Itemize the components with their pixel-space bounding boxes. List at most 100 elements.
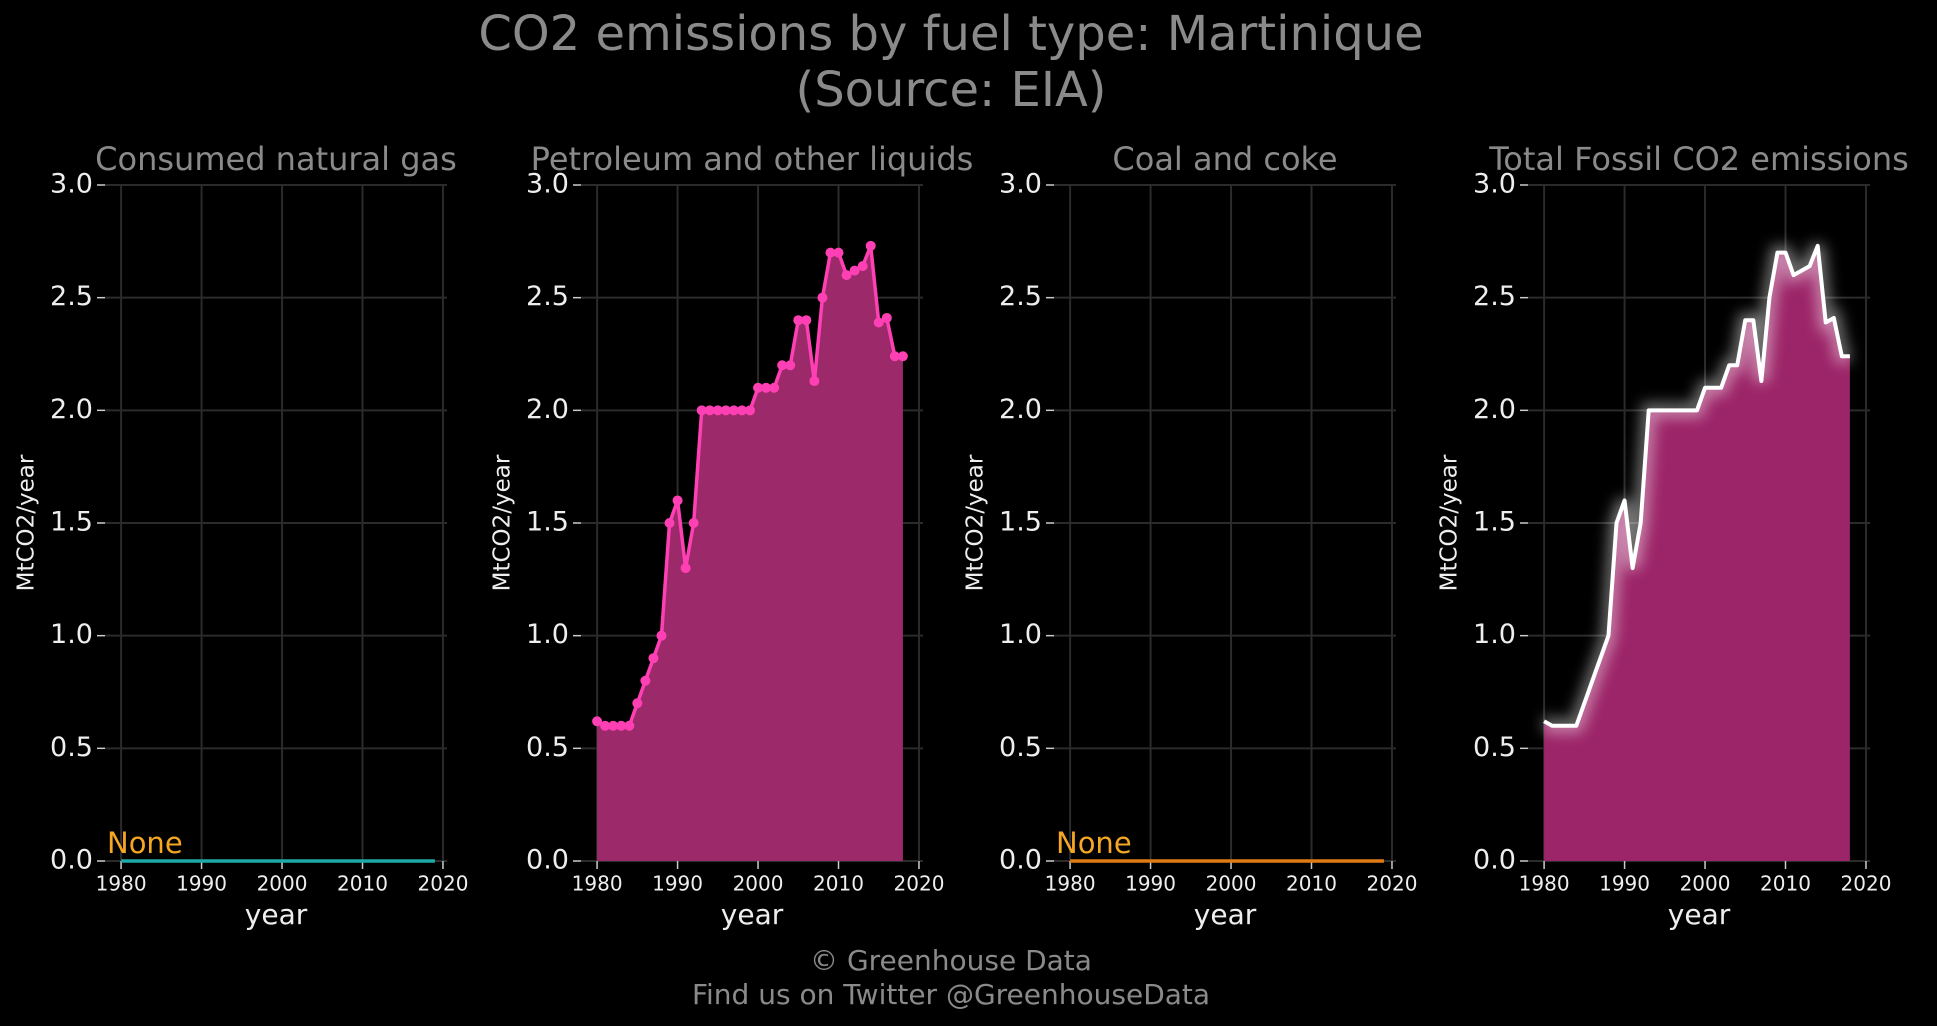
point [656,630,667,641]
y-tick-label: 2.5 [999,281,1042,312]
y-tick-label: 1.0 [1473,619,1516,650]
y-tick-label: 2.5 [50,281,93,312]
area [597,245,903,862]
point [648,653,659,664]
y-tick-label: 3.0 [999,169,1042,200]
point [833,247,844,258]
x-axis-label: year [1668,898,1731,931]
y-tick-label: 0.0 [999,845,1042,876]
point [889,351,900,362]
y-tick-label: 2.5 [526,281,569,312]
y-tick-label: 2.0 [1473,394,1516,425]
footer-twitter: Find us on Twitter @GreenhouseData [692,978,1210,1011]
y-tick-label: 2.0 [50,394,93,425]
annotation: None [107,826,183,860]
area [1544,245,1850,862]
point [688,518,699,528]
y-tick-label: 0.0 [1473,845,1516,876]
panel-title: Petroleum and other liquids [531,140,974,178]
figure-title: CO2 emissions by fuel type: Martinique [478,6,1423,62]
y-axis-label: MtCO2/year [14,454,40,591]
y-tick-label: 0.0 [50,845,93,876]
y-tick-label: 1.5 [50,507,93,538]
point [793,315,804,326]
point [873,317,884,328]
point [769,382,780,393]
point [801,315,812,326]
point [616,720,627,731]
point [592,716,603,727]
y-tick-label: 3.0 [50,169,93,200]
x-axis-label: year [245,898,308,931]
y-axis-label: MtCO2/year [1437,454,1463,591]
y-axis-label: MtCO2/year [490,454,516,591]
point [897,351,908,362]
point [624,720,635,731]
point [640,675,651,686]
x-tick-label: 1990 [652,872,703,896]
y-tick-label: 0.5 [526,732,569,763]
x-tick-label: 1980 [572,872,623,896]
panel-title: Coal and coke [1112,140,1337,178]
x-tick-label: 2010 [1760,872,1811,896]
y-tick-label: 3.0 [526,169,569,200]
point [736,405,747,416]
footer-credit: © Greenhouse Data [810,944,1092,977]
point [704,405,715,416]
y-tick-label: 2.0 [526,394,569,425]
x-axis-label: year [721,898,784,931]
point [825,247,836,258]
y-tick-label: 2.5 [1473,281,1516,312]
x-tick-label: 1990 [1599,872,1650,896]
point [632,698,643,709]
x-tick-label: 2010 [337,872,388,896]
x-tick-label: 2020 [1367,872,1418,896]
point [680,563,691,574]
point [777,360,788,371]
x-tick-label: 2000 [257,872,308,896]
y-tick-label: 1.0 [999,619,1042,650]
line [1543,243,1850,728]
y-tick-label: 0.5 [1473,732,1516,763]
y-tick-label: 0.0 [526,845,569,876]
point [865,240,876,251]
x-tick-label: 2020 [1841,872,1892,896]
x-tick-label: 1990 [1125,872,1176,896]
annotation: None [1056,826,1132,860]
x-tick-label: 1990 [176,872,227,896]
figure-subtitle: (Source: EIA) [795,62,1106,118]
point [672,495,683,506]
point [753,382,764,393]
x-tick-label: 2010 [1286,872,1337,896]
y-tick-label: 2.0 [999,394,1042,425]
x-tick-label: 2020 [894,872,945,896]
y-tick-label: 0.5 [999,732,1042,763]
x-tick-label: 2000 [1206,872,1257,896]
point [809,376,820,387]
x-tick-label: 1980 [96,872,147,896]
x-tick-label: 2000 [1680,872,1731,896]
y-tick-label: 1.5 [1473,507,1516,538]
point [608,720,619,731]
point [720,405,731,416]
y-tick-label: 3.0 [1473,169,1516,200]
point [761,382,772,393]
x-tick-label: 1980 [1519,872,1570,896]
y-tick-label: 1.0 [50,619,93,650]
x-tick-label: 2020 [418,872,469,896]
point [785,360,796,371]
point [881,312,892,323]
x-tick-label: 2010 [813,872,864,896]
point [857,261,868,272]
point [744,405,755,416]
panel-title: Total Fossil CO2 emissions [1488,140,1909,178]
y-tick-label: 1.5 [999,507,1042,538]
panel-title: Consumed natural gas [95,140,457,178]
x-tick-label: 1980 [1045,872,1096,896]
point [849,265,860,276]
point [841,270,852,281]
y-tick-label: 1.0 [526,619,569,650]
point [664,518,675,528]
x-tick-label: 2000 [733,872,784,896]
